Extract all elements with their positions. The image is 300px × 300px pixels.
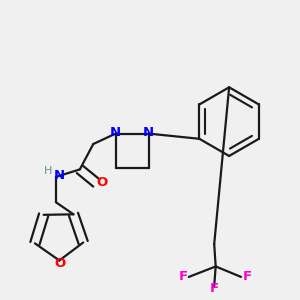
Text: N: N xyxy=(110,126,121,139)
Text: H: H xyxy=(44,166,53,176)
Text: O: O xyxy=(96,176,107,189)
Text: O: O xyxy=(54,257,66,270)
Text: F: F xyxy=(210,282,219,296)
Text: F: F xyxy=(242,270,252,284)
Text: N: N xyxy=(53,169,64,182)
Text: F: F xyxy=(178,270,188,284)
Text: N: N xyxy=(143,126,154,139)
